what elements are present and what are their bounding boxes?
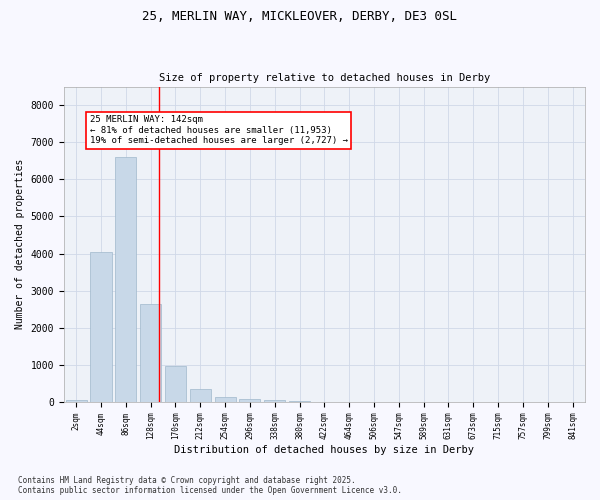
Title: Size of property relative to detached houses in Derby: Size of property relative to detached ho…	[159, 73, 490, 83]
Bar	[165, 366, 186, 402]
Text: 25, MERLIN WAY, MICKLEOVER, DERBY, DE3 0SL: 25, MERLIN WAY, MICKLEOVER, DERBY, DE3 0…	[143, 10, 458, 23]
Bar	[239, 399, 260, 402]
X-axis label: Distribution of detached houses by size in Derby: Distribution of detached houses by size …	[175, 445, 475, 455]
Bar	[115, 157, 136, 402]
Bar	[65, 400, 87, 402]
Y-axis label: Number of detached properties: Number of detached properties	[15, 159, 25, 330]
Bar	[215, 396, 236, 402]
Bar	[91, 252, 112, 402]
Text: 25 MERLIN WAY: 142sqm
← 81% of detached houses are smaller (11,953)
19% of semi-: 25 MERLIN WAY: 142sqm ← 81% of detached …	[90, 116, 348, 146]
Bar	[190, 388, 211, 402]
Bar	[264, 400, 285, 402]
Bar	[289, 401, 310, 402]
Text: Contains HM Land Registry data © Crown copyright and database right 2025.
Contai: Contains HM Land Registry data © Crown c…	[18, 476, 402, 495]
Bar	[140, 304, 161, 402]
